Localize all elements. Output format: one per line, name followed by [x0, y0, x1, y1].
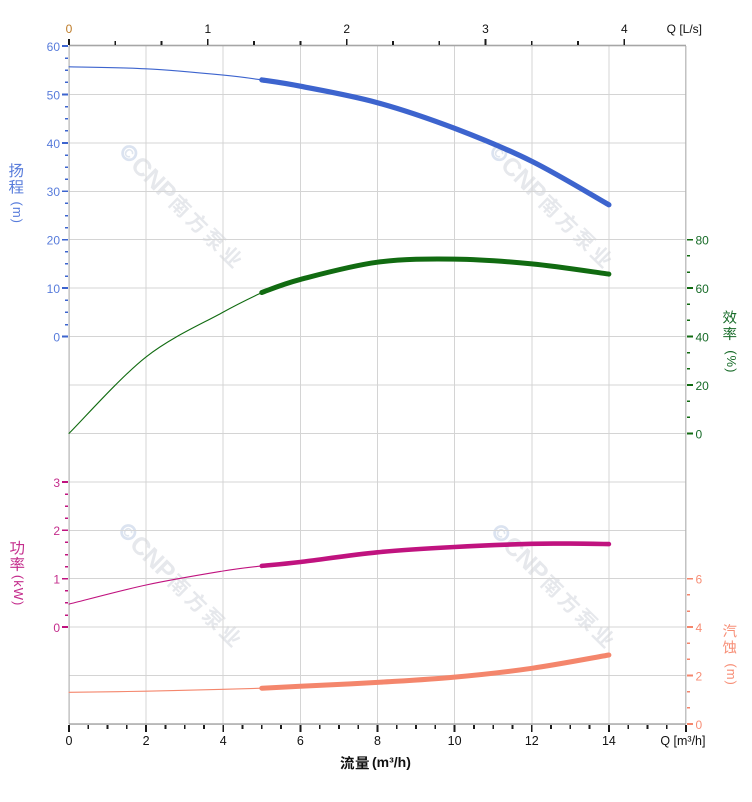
svg-text:2: 2 — [143, 734, 150, 748]
svg-text:0: 0 — [66, 734, 73, 748]
svg-text:0: 0 — [696, 718, 703, 732]
svg-text:14: 14 — [602, 734, 616, 748]
svg-text:6: 6 — [696, 573, 703, 587]
svg-text:0: 0 — [696, 427, 703, 441]
svg-text:40: 40 — [47, 137, 61, 151]
svg-text:(m): (m) — [10, 202, 25, 225]
svg-text:3: 3 — [482, 22, 489, 36]
svg-text:10: 10 — [47, 282, 61, 296]
svg-text:30: 30 — [47, 185, 61, 199]
svg-text:2: 2 — [53, 524, 60, 538]
svg-text:40: 40 — [696, 331, 710, 345]
svg-text:(m): (m) — [724, 663, 739, 686]
svg-text:8: 8 — [374, 734, 381, 748]
svg-text:Q [m³/h]: Q [m³/h] — [660, 734, 705, 748]
svg-text:10: 10 — [448, 734, 462, 748]
svg-text:1: 1 — [204, 22, 211, 36]
svg-text:50: 50 — [47, 88, 61, 102]
svg-text:4: 4 — [621, 22, 628, 36]
svg-text:60: 60 — [696, 282, 710, 296]
svg-text:2: 2 — [696, 670, 703, 684]
svg-text:2: 2 — [343, 22, 350, 36]
svg-text:(kW): (kW) — [11, 575, 26, 606]
svg-text:0: 0 — [66, 22, 73, 36]
svg-text:60: 60 — [47, 40, 61, 54]
svg-text:(%): (%) — [724, 350, 739, 373]
svg-text:3: 3 — [53, 476, 60, 490]
svg-text:(m³/h): (m³/h) — [372, 754, 411, 770]
svg-text:80: 80 — [696, 234, 710, 248]
svg-text:6: 6 — [297, 734, 304, 748]
svg-text:1: 1 — [53, 573, 60, 587]
svg-text:Q [L/s]: Q [L/s] — [667, 22, 702, 36]
svg-text:4: 4 — [220, 734, 227, 748]
svg-text:20: 20 — [696, 379, 710, 393]
svg-text:4: 4 — [696, 621, 703, 635]
svg-text:12: 12 — [525, 734, 539, 748]
svg-text:20: 20 — [47, 234, 61, 248]
svg-text:0: 0 — [53, 621, 60, 635]
svg-text:0: 0 — [53, 331, 60, 345]
